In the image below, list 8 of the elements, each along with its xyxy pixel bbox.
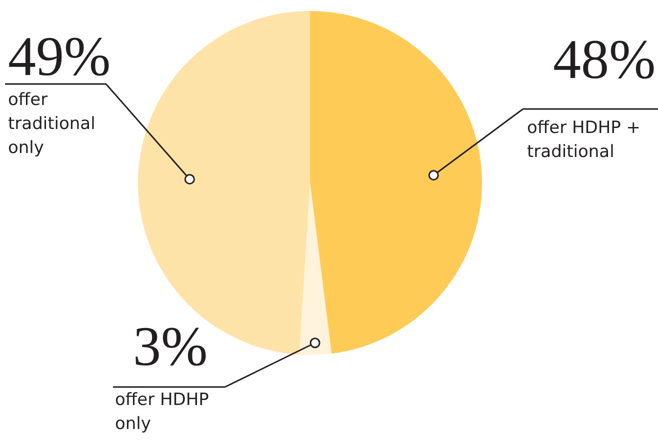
slice-label: offer HDHP + traditional	[527, 118, 641, 162]
pie-slice	[310, 11, 482, 354]
slice-label: offer traditional only	[8, 90, 96, 158]
slice-label: offer HDHP only	[115, 390, 209, 434]
data-label: 3%	[133, 316, 208, 378]
pie-slice	[299, 183, 332, 355]
data-label: 48%	[553, 29, 656, 91]
data-label: 49%	[8, 26, 111, 88]
